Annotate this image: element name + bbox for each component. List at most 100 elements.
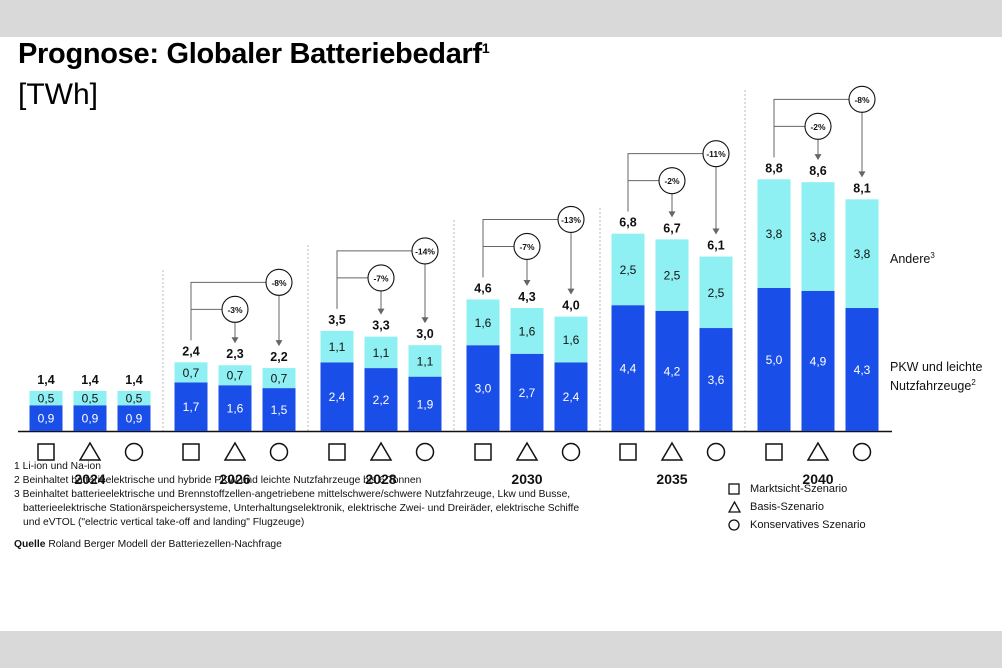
bar-label-andere: 2,5: [664, 269, 681, 283]
triangle-icon: [660, 441, 684, 461]
bar-pkw: [655, 310, 689, 431]
x-tick-label: 2040: [802, 471, 833, 487]
x-tick-label: 2035: [656, 471, 687, 487]
bar-label-andere: 1,6: [563, 333, 580, 347]
bar-pkw: [554, 362, 588, 431]
change-label-basis: -7%: [519, 242, 535, 252]
change-label-konservativ: -14%: [415, 246, 435, 256]
triangle-icon: [369, 441, 393, 461]
bar-label-pkw: 2,7: [519, 386, 536, 400]
bar-label-andere: 3,8: [810, 230, 827, 244]
bar-label-andere: 1,1: [373, 346, 390, 360]
arrow-head-icon: [712, 228, 720, 235]
bar-andere: [757, 179, 791, 288]
circle-icon: [269, 442, 289, 462]
x-tick-label: 2026: [219, 471, 250, 487]
bar-label-pkw: 0,9: [126, 412, 143, 426]
bar-andere: [117, 390, 151, 406]
bar-andere: [262, 368, 296, 389]
bar-label-pkw: 1,7: [183, 400, 200, 414]
bar-total-label: 6,1: [707, 239, 724, 253]
bar-label-andere: 0,7: [271, 372, 288, 386]
bar-label-pkw: 2,2: [373, 393, 390, 407]
change-bracket-konservativ: [190, 281, 266, 341]
bar-total-label: 1,4: [37, 373, 54, 387]
legend-label-marktsicht: Marktsicht-Szenario: [750, 483, 848, 495]
change-badge-basis: [804, 112, 832, 140]
change-badge-konservativ: [848, 85, 876, 113]
bar-label-andere: 1,1: [329, 340, 346, 354]
bar-label-pkw: 4,9: [810, 354, 827, 368]
change-badge-basis: [221, 295, 249, 323]
circle-icon: [706, 442, 726, 462]
legend-item-marktsicht: Marktsicht-Szenario: [726, 480, 866, 498]
change-label-basis: -2%: [810, 122, 826, 132]
bar-total-label: 1,4: [81, 373, 98, 387]
change-label-basis: -7%: [373, 273, 389, 283]
change-label-konservativ: -13%: [561, 215, 581, 225]
chart-card: [0, 37, 1002, 631]
bar-andere: [364, 336, 398, 369]
circle-icon: [124, 442, 144, 462]
legend-label-basis: Basis-Szenario: [750, 501, 824, 513]
change-badge-basis: [513, 232, 541, 260]
bar-pkw: [320, 362, 354, 431]
bar-label-andere: 1,6: [475, 316, 492, 330]
series-label-pkw-line1: PKW und leichte: [890, 360, 983, 374]
x-tick-label: 2028: [365, 471, 396, 487]
series-label-andere: Andere3: [890, 248, 935, 267]
bar-andere: [320, 330, 354, 363]
bar-pkw: [801, 290, 835, 431]
chart-title-text: Prognose: Globaler Batteriebedarf: [18, 38, 482, 70]
change-label-konservativ: -8%: [854, 95, 870, 105]
bar-total-label: 8,8: [765, 161, 782, 175]
arrow-head-icon: [421, 317, 429, 324]
bar-andere: [845, 199, 879, 309]
bar-pkw: [218, 385, 252, 431]
series-label-pkw-line2-wrap: Nutzfahrzeuge2: [890, 375, 982, 394]
x-tick-label: 2024: [74, 471, 105, 487]
change-badge-basis: [658, 167, 686, 195]
bar-total-label: 3,5: [328, 313, 345, 327]
series-label-pkw-line2: Nutzfahrzeuge: [890, 379, 972, 394]
footnote-2: 2 Beinhaltet batterieelektrische und hyb…: [14, 475, 422, 486]
arrow-head-icon: [377, 308, 385, 315]
bar-andere: [218, 365, 252, 386]
bar-pkw: [757, 288, 791, 431]
triangle-icon: [806, 441, 830, 461]
change-badge-basis: [367, 264, 395, 292]
square-icon: [182, 443, 200, 461]
square-icon: [37, 443, 55, 461]
bar-total-label: 6,7: [663, 221, 680, 235]
bar-label-andere: 3,8: [766, 227, 783, 241]
bar-pkw: [611, 305, 645, 431]
bar-label-pkw: 1,9: [417, 397, 434, 411]
circle-icon: [561, 442, 581, 462]
source-line: Quelle Roland Berger Modell der Batterie…: [14, 538, 734, 552]
bar-label-pkw: 1,5: [271, 403, 288, 417]
triangle-icon: [726, 501, 742, 513]
legend-label-konservativ: Konservatives Szenario: [750, 519, 866, 531]
bar-pkw: [699, 328, 733, 431]
bar-total-label: 4,3: [518, 290, 535, 304]
bar-total-label: 3,3: [372, 319, 389, 333]
bar-label-pkw: 3,6: [708, 373, 725, 387]
arrow-head-icon: [231, 337, 239, 344]
bar-total-label: 4,6: [474, 281, 491, 295]
bar-label-andere: 2,5: [620, 263, 637, 277]
arrow-head-icon: [523, 280, 531, 287]
bar-label-pkw: 4,3: [854, 363, 871, 377]
bar-pkw: [466, 345, 500, 431]
bar-label-andere: 1,1: [417, 354, 434, 368]
bar-pkw: [262, 388, 296, 431]
chart-unit: [TWh]: [18, 78, 98, 111]
bar-pkw: [73, 405, 107, 431]
bar-andere: [554, 316, 588, 363]
bar-andere: [699, 256, 733, 329]
bar-pkw: [510, 353, 544, 431]
bar-andere: [408, 345, 442, 377]
bar-total-label: 8,6: [809, 164, 826, 178]
triangle-icon: [78, 441, 102, 461]
bar-label-pkw: 4,2: [664, 364, 681, 378]
